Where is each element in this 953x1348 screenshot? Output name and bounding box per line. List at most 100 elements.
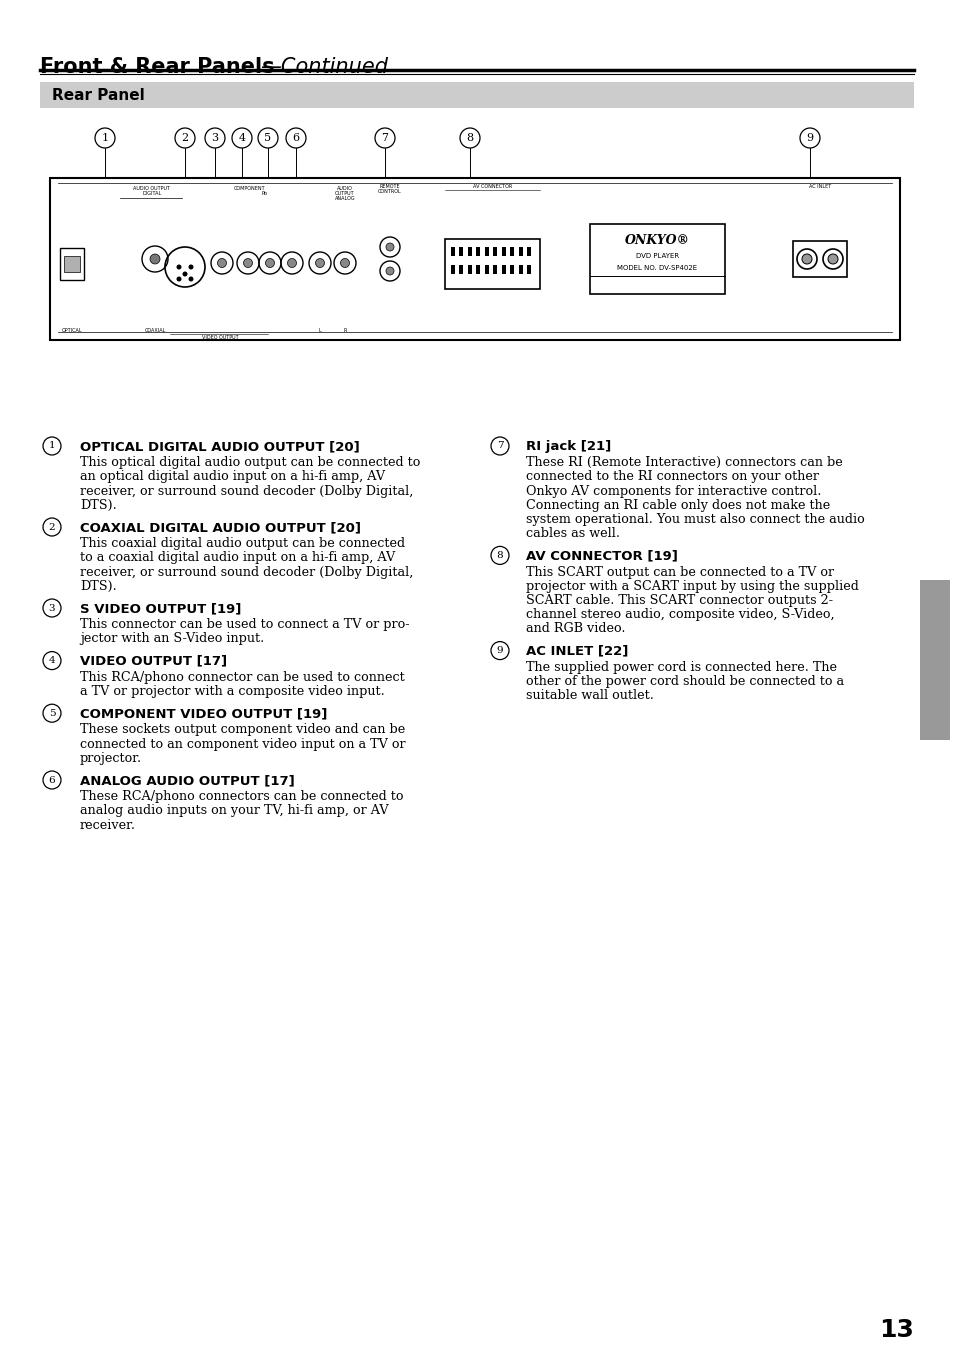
Text: COAXIAL DIGITAL AUDIO OUTPUT [20]: COAXIAL DIGITAL AUDIO OUTPUT [20] [80, 520, 360, 534]
Bar [518, 247, 522, 256]
Text: S VIDEO OUTPUT [19]: S VIDEO OUTPUT [19] [80, 603, 241, 615]
Bar [451, 266, 455, 274]
Text: 5: 5 [264, 133, 272, 143]
Text: This connector can be used to connect a TV or pro-: This connector can be used to connect a … [80, 619, 409, 631]
Text: R: R [343, 328, 346, 333]
Text: 6: 6 [293, 133, 299, 143]
Bar [919, 580, 949, 740]
Bar [60, 248, 84, 280]
Circle shape [176, 264, 181, 270]
Text: CONTROL: CONTROL [377, 189, 401, 194]
Text: 4: 4 [49, 656, 55, 665]
Text: AUDIO: AUDIO [336, 186, 353, 191]
Text: 8: 8 [497, 551, 503, 559]
Text: DVD PLAYER: DVD PLAYER [636, 253, 679, 259]
Text: This RCA/phono connector can be used to connect: This RCA/phono connector can be used to … [80, 671, 404, 683]
Text: receiver, or surround sound decoder (Dolby Digital,: receiver, or surround sound decoder (Dol… [80, 566, 413, 578]
Bar [484, 266, 489, 274]
Text: These sockets output component video and can be: These sockets output component video and… [80, 724, 405, 736]
Text: 3: 3 [212, 133, 218, 143]
Text: to a coaxial digital audio input on a hi-fi amp, AV: to a coaxial digital audio input on a hi… [80, 551, 395, 565]
Text: system operational. You must also connect the audio: system operational. You must also connec… [525, 514, 863, 526]
Bar [476, 247, 480, 256]
Circle shape [287, 259, 296, 267]
Circle shape [315, 259, 324, 267]
Bar [527, 266, 531, 274]
Text: —Continued: —Continued [260, 57, 388, 77]
Bar [50, 178, 899, 340]
Bar [518, 266, 522, 274]
Text: L: L [318, 328, 321, 333]
Text: 7: 7 [381, 133, 388, 143]
Text: connected to the RI connectors on your other: connected to the RI connectors on your o… [525, 470, 818, 484]
Text: ANALOG: ANALOG [335, 195, 355, 201]
Bar [501, 266, 505, 274]
Circle shape [386, 243, 394, 251]
Text: REMOTE: REMOTE [379, 183, 400, 189]
Bar [64, 256, 80, 272]
Text: This coaxial digital audio output can be connected: This coaxial digital audio output can be… [80, 538, 405, 550]
Bar [40, 82, 913, 108]
Text: cables as well.: cables as well. [525, 527, 619, 541]
Text: SCART cable. This SCART connector outputs 2-: SCART cable. This SCART connector output… [525, 594, 832, 607]
Circle shape [265, 259, 274, 267]
Text: 6: 6 [49, 775, 55, 785]
Bar [468, 266, 472, 274]
Text: AC INLET: AC INLET [808, 183, 830, 189]
Text: This optical digital audio output can be connected to: This optical digital audio output can be… [80, 456, 420, 469]
Text: ANALOG AUDIO OUTPUT [17]: ANALOG AUDIO OUTPUT [17] [80, 774, 294, 787]
Circle shape [182, 271, 188, 276]
Circle shape [243, 259, 253, 267]
Text: COMPONENT VIDEO OUTPUT [19]: COMPONENT VIDEO OUTPUT [19] [80, 708, 327, 720]
Text: The supplied power cord is connected here. The: The supplied power cord is connected her… [525, 661, 836, 674]
Text: 8: 8 [466, 133, 473, 143]
Circle shape [189, 276, 193, 282]
Text: Pb: Pb [262, 191, 268, 195]
Text: 3: 3 [49, 604, 55, 612]
Text: MODEL NO. DV-SP402E: MODEL NO. DV-SP402E [617, 266, 697, 271]
Text: 7: 7 [497, 442, 503, 450]
Bar [459, 266, 463, 274]
Text: 2: 2 [181, 133, 189, 143]
Text: projector.: projector. [80, 752, 142, 764]
Text: projector with a SCART input by using the supplied: projector with a SCART input by using th… [525, 580, 858, 593]
Circle shape [176, 276, 181, 282]
Bar [493, 247, 497, 256]
Text: OUTPUT: OUTPUT [335, 191, 355, 195]
Text: RI jack [21]: RI jack [21] [525, 439, 611, 453]
Bar [468, 247, 472, 256]
Text: These RI (Remote Interactive) connectors can be: These RI (Remote Interactive) connectors… [525, 456, 841, 469]
Text: channel stereo audio, composite video, S-Video,: channel stereo audio, composite video, S… [525, 608, 834, 621]
Bar [451, 247, 455, 256]
Text: VIDEO OUTPUT: VIDEO OUTPUT [201, 336, 238, 340]
Text: an optical digital audio input on a hi-fi amp, AV: an optical digital audio input on a hi-f… [80, 470, 385, 484]
Bar [510, 247, 514, 256]
Text: 9: 9 [497, 646, 503, 655]
Bar [459, 247, 463, 256]
Text: OPTICAL DIGITAL AUDIO OUTPUT [20]: OPTICAL DIGITAL AUDIO OUTPUT [20] [80, 439, 359, 453]
Text: 2: 2 [49, 523, 55, 531]
Text: 13: 13 [879, 1318, 913, 1343]
Circle shape [386, 267, 394, 275]
Circle shape [189, 264, 193, 270]
Bar [501, 247, 505, 256]
Text: receiver, or surround sound decoder (Dolby Digital,: receiver, or surround sound decoder (Dol… [80, 484, 413, 497]
Circle shape [340, 259, 349, 267]
Bar [510, 266, 514, 274]
Text: 1: 1 [49, 442, 55, 450]
Circle shape [801, 253, 811, 264]
Text: DIGITAL: DIGITAL [142, 191, 161, 195]
Text: COMPONENT: COMPONENT [233, 186, 266, 191]
Text: COAXIAL: COAXIAL [144, 328, 166, 333]
Bar [493, 266, 497, 274]
Circle shape [827, 253, 837, 264]
Bar [527, 247, 531, 256]
Text: AC INLET [22]: AC INLET [22] [525, 644, 628, 658]
Text: other of the power cord should be connected to a: other of the power cord should be connec… [525, 675, 843, 687]
Text: These RCA/phono connectors can be connected to: These RCA/phono connectors can be connec… [80, 790, 403, 803]
Text: ONKYO®: ONKYO® [624, 233, 689, 247]
Text: Front & Rear Panels: Front & Rear Panels [40, 57, 274, 77]
Text: Connecting an RI cable only does not make the: Connecting an RI cable only does not mak… [525, 499, 829, 512]
Bar [444, 239, 539, 288]
Text: 9: 9 [805, 133, 813, 143]
